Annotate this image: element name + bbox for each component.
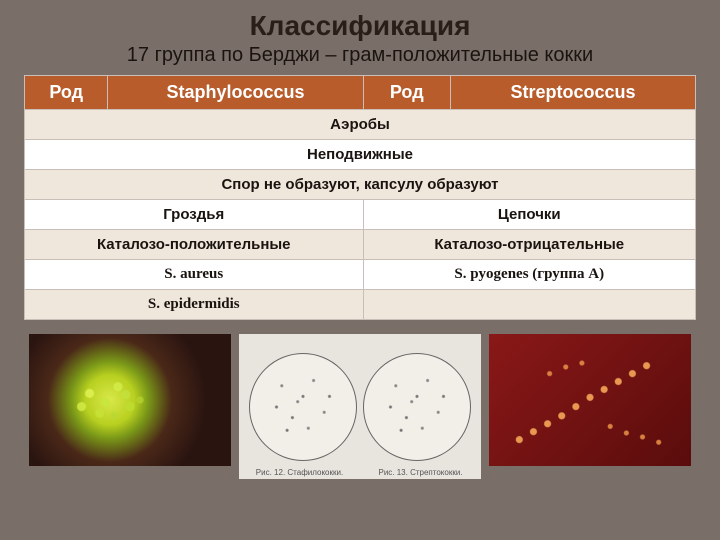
page-title: Классификация	[24, 10, 696, 42]
table-split-cell: Цепочки	[363, 200, 696, 230]
table-header-cell: Streptococcus	[451, 76, 696, 110]
slide: Классификация 17 группа по Берджи – грам…	[0, 0, 720, 540]
table-shared-cell: Спор не образуют, капсулу образуют	[25, 170, 696, 200]
table-split-cell: Гроздья	[25, 200, 364, 230]
table-split-cell	[363, 290, 696, 320]
page-subtitle: 17 группа по Берджи – грам-положительные…	[24, 44, 696, 67]
table-split-cell: Каталозо-отрицательные	[363, 230, 696, 260]
image-staphylococcus-photo	[29, 334, 231, 466]
table-header-cell: Род	[25, 76, 108, 110]
table-header-cell: Staphylococcus	[108, 76, 363, 110]
table-split-cell: S. pyogenes (группа А)	[363, 260, 696, 290]
table-split-cell: S. epidermidis	[25, 290, 364, 320]
table-split-cell: Каталозо-положительные	[25, 230, 364, 260]
drawing-strep	[363, 353, 471, 461]
image-streptococcus-photo	[489, 334, 691, 466]
table-shared-cell: Аэробы	[25, 110, 696, 140]
image-row: Рис. 12. Стафилококки. Рис. 13. Стрепток…	[24, 334, 696, 479]
table-shared-cell: Неподвижные	[25, 140, 696, 170]
drawing-staph	[249, 353, 357, 461]
classification-table: РодStaphylococcusРодStreptococcus Аэробы…	[24, 75, 696, 320]
image-microscopy-drawings: Рис. 12. Стафилококки. Рис. 13. Стрепток…	[239, 334, 481, 479]
table-header-cell: Род	[363, 76, 451, 110]
caption-strep: Рис. 13. Стрептококки.	[360, 468, 481, 477]
table-split-cell: S. aureus	[25, 260, 364, 290]
caption-staph: Рис. 12. Стафилококки.	[239, 468, 360, 477]
